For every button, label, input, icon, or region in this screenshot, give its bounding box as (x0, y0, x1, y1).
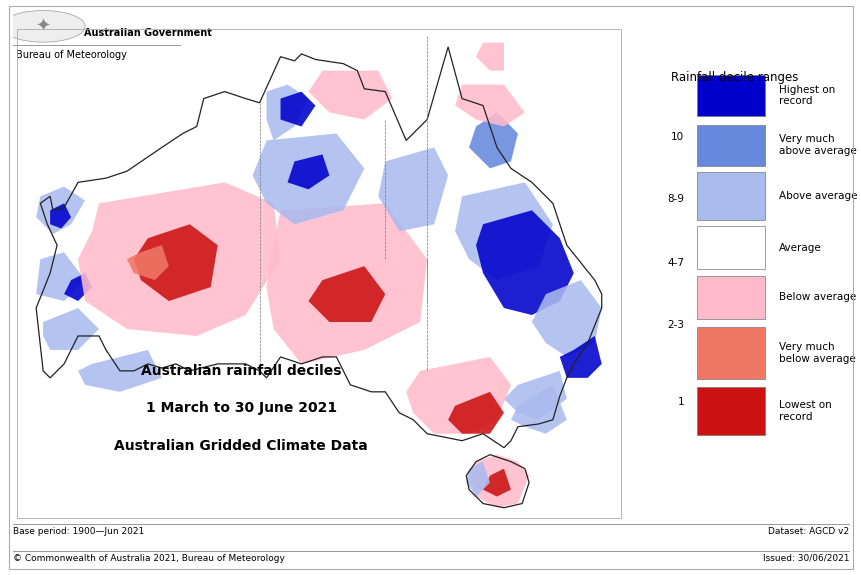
Text: ✦: ✦ (35, 17, 51, 35)
Polygon shape (466, 462, 489, 497)
Polygon shape (133, 224, 218, 301)
Polygon shape (252, 133, 364, 224)
Bar (696, 75, 764, 116)
Polygon shape (64, 273, 92, 301)
Polygon shape (50, 204, 71, 228)
Polygon shape (36, 186, 85, 234)
Polygon shape (280, 91, 315, 126)
Text: Rainfall decile ranges: Rainfall decile ranges (671, 71, 797, 84)
Polygon shape (559, 336, 601, 378)
Polygon shape (36, 252, 85, 301)
Bar (696, 327, 764, 379)
Polygon shape (531, 280, 601, 357)
Polygon shape (266, 204, 427, 364)
Text: Dataset: AGCD v2: Dataset: AGCD v2 (767, 527, 848, 536)
Text: 8-9: 8-9 (666, 194, 684, 204)
Bar (696, 172, 764, 220)
Text: © Commonwealth of Australia 2021, Bureau of Meteorology: © Commonwealth of Australia 2021, Bureau… (13, 554, 284, 563)
Text: Below average: Below average (778, 293, 856, 302)
Polygon shape (378, 147, 448, 231)
Polygon shape (475, 210, 573, 315)
Text: Highest on
record: Highest on record (778, 85, 834, 106)
Polygon shape (482, 469, 511, 497)
Polygon shape (308, 266, 385, 322)
Text: 10: 10 (671, 132, 684, 142)
Text: 1 March to 30 June 2021: 1 March to 30 June 2021 (146, 401, 337, 415)
Polygon shape (406, 357, 511, 434)
Text: Australian Gridded Climate Data: Australian Gridded Climate Data (115, 439, 368, 453)
Text: Very much
below average: Very much below average (778, 343, 855, 364)
Polygon shape (448, 392, 504, 434)
Bar (696, 226, 764, 270)
Text: Issued: 30/06/2021: Issued: 30/06/2021 (762, 554, 848, 563)
Polygon shape (308, 71, 392, 120)
Text: Average: Average (778, 243, 821, 252)
Polygon shape (504, 371, 567, 420)
Text: 4-7: 4-7 (666, 258, 684, 268)
Polygon shape (127, 245, 169, 280)
Polygon shape (288, 155, 329, 189)
Polygon shape (43, 308, 99, 350)
Polygon shape (266, 85, 308, 140)
Polygon shape (475, 43, 504, 71)
Polygon shape (78, 182, 280, 336)
Text: Australian Government: Australian Government (84, 28, 211, 37)
Text: Very much
above average: Very much above average (778, 135, 856, 156)
Text: 1: 1 (677, 397, 684, 407)
Text: Bureau of Meteorology: Bureau of Meteorology (16, 51, 127, 60)
Circle shape (1, 10, 85, 42)
Text: Above average: Above average (778, 191, 857, 201)
Polygon shape (78, 350, 162, 392)
Text: Australian rainfall deciles: Australian rainfall deciles (141, 364, 341, 378)
Polygon shape (468, 455, 529, 508)
Polygon shape (468, 113, 517, 168)
Bar (696, 388, 764, 435)
Text: Base period: 1900—Jun 2021: Base period: 1900—Jun 2021 (13, 527, 144, 536)
Bar (696, 125, 764, 166)
Text: Lowest on
record: Lowest on record (778, 400, 831, 422)
Polygon shape (455, 85, 524, 126)
Polygon shape (511, 385, 567, 434)
Text: 2-3: 2-3 (666, 320, 684, 330)
Polygon shape (455, 182, 552, 280)
Bar (696, 275, 764, 319)
